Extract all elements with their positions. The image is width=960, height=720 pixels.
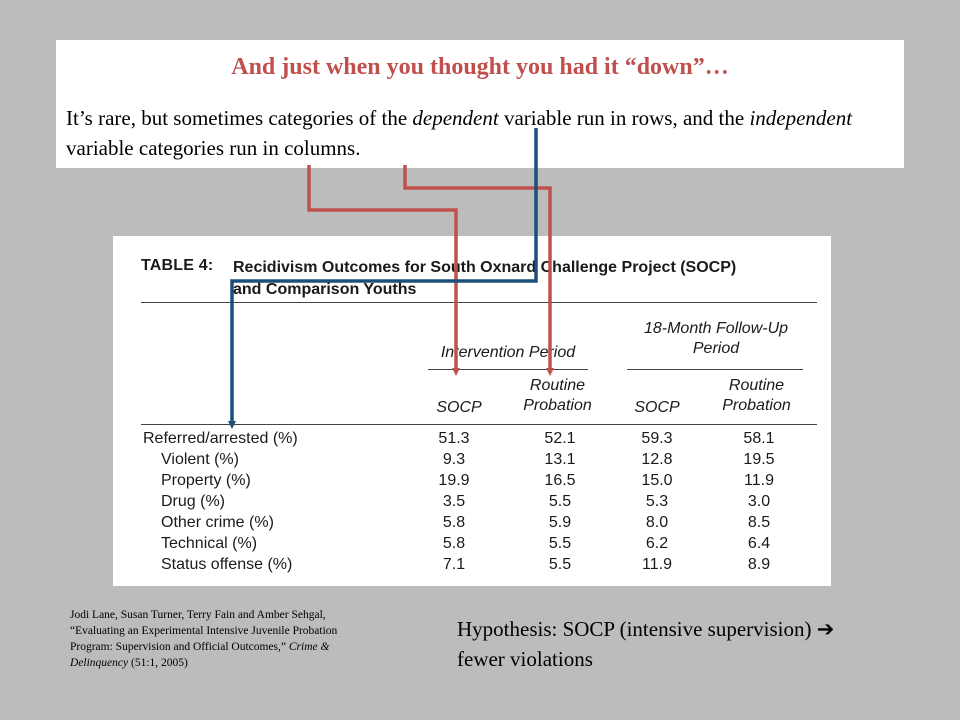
citation-text: Jodi Lane, Susan Turner, Terry Fain and … (70, 609, 338, 653)
table-title-line1: Recidivism Outcomes for South Oxnard Cha… (233, 259, 737, 276)
citation: Jodi Lane, Susan Turner, Terry Fain and … (70, 607, 380, 671)
group-header-followup: 18-Month Follow-Up Period (631, 319, 801, 359)
column-header-socp-followup: SOCP (634, 399, 680, 416)
body-text-part1: It’s rare, but sometimes categories of t… (66, 106, 413, 130)
hypothesis-text: Hypothesis: SOCP (intensive supervision)… (457, 614, 837, 674)
column-header-routine-intervention: Routine Probation (523, 377, 592, 414)
hypothesis-tail: fewer violations (457, 647, 593, 671)
table-cell: 5.8 (442, 514, 466, 531)
table-cell: 7.1 (442, 556, 466, 573)
row-label: Drug (%) (161, 493, 226, 510)
table-cell: 58.1 (743, 430, 775, 447)
independent-term: independent (749, 106, 853, 130)
citation-tail: (51:1, 2005) (128, 657, 188, 669)
header-bottom-rule (141, 424, 817, 425)
column-header-socp-intervention: SOCP (436, 399, 482, 416)
group-header-intervention: Intervention Period (440, 344, 576, 361)
table-top-rule (141, 302, 817, 303)
group-rule-followup (627, 369, 803, 370)
table-cell: 15.0 (641, 472, 673, 489)
table-cell: 8.9 (747, 556, 771, 573)
table-cell: 9.3 (442, 451, 466, 468)
row-label: Referred/arrested (%) (143, 430, 298, 447)
table-cell: 5.3 (645, 493, 669, 510)
table-cell: 5.5 (548, 493, 572, 510)
slide-body-text: It’s rare, but sometimes categories of t… (66, 103, 896, 163)
table-cell: 12.8 (641, 451, 673, 468)
table-title: Recidivism Outcomes for South Oxnard Cha… (233, 257, 823, 301)
table-cell: 6.2 (645, 535, 669, 552)
table-cell: 5.9 (548, 514, 572, 531)
group-rule-intervention (428, 369, 588, 370)
row-label: Technical (%) (161, 535, 258, 552)
right-arrow-icon: ➔ (816, 617, 835, 641)
table-cell: 13.1 (544, 451, 576, 468)
table-cell: 52.1 (544, 430, 576, 447)
table-cell: 5.8 (442, 535, 466, 552)
hypothesis-main: Hypothesis: SOCP (intensive supervision) (457, 617, 812, 641)
table-cell: 3.5 (442, 493, 466, 510)
citation-journal: Crime & Delinquency (70, 641, 330, 669)
header-box: And just when you thought you had it “do… (56, 40, 904, 168)
row-label: Violent (%) (161, 451, 239, 468)
table-cell: 51.3 (438, 430, 470, 447)
slide-title: And just when you thought you had it “do… (231, 54, 729, 80)
row-label: Other crime (%) (161, 514, 274, 531)
table-cell: 59.3 (641, 430, 673, 447)
column-header-routine-followup: Routine Probation (722, 377, 791, 414)
dependent-term: dependent (412, 106, 499, 130)
table-cell: 19.5 (743, 451, 775, 468)
table-label: TABLE 4: (141, 257, 214, 274)
table-cell: 11.9 (744, 472, 774, 489)
table-cell: 19.9 (438, 472, 470, 489)
row-label: Property (%) (161, 472, 251, 489)
table-cell: 5.5 (548, 535, 572, 552)
table-cell: 5.5 (548, 556, 572, 573)
table-cell: 8.0 (645, 514, 669, 531)
table-cell: 3.0 (747, 493, 771, 510)
body-text-part3: variable categories run in columns. (66, 136, 361, 160)
data-table-image: TABLE 4: Recidivism Outcomes for South O… (113, 236, 831, 586)
table-cell: 6.4 (747, 535, 771, 552)
followup-header-text: 18-Month Follow-Up Period (643, 320, 789, 357)
body-text-part2: variable run in rows, and the (498, 106, 750, 130)
table-cell: 8.5 (747, 514, 771, 531)
row-label: Status offense (%) (161, 556, 293, 573)
table-title-line2: and Comparison Youths (233, 281, 417, 298)
table-cell: 16.5 (544, 472, 576, 489)
table-cell: 11.9 (642, 556, 672, 573)
